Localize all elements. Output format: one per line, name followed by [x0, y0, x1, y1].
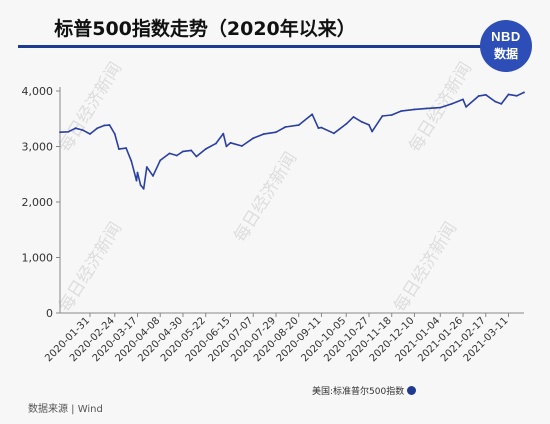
y-tick-label: 0	[46, 307, 53, 320]
nbd-logo: NBD 数据	[480, 20, 532, 72]
data-point	[81, 129, 84, 132]
legend-label: 美国:标准普尔500指数	[312, 387, 405, 397]
data-point	[332, 132, 335, 135]
data-point	[159, 159, 162, 162]
y-tick-label: 1,000	[22, 252, 54, 265]
data-point	[381, 115, 384, 117]
data-point	[113, 133, 116, 135]
data-point	[462, 98, 464, 101]
data-point	[252, 137, 255, 140]
data-point	[89, 133, 91, 135]
y-tick-label: 4,000	[22, 85, 54, 98]
data-point	[425, 107, 428, 110]
data-point	[450, 102, 453, 105]
data-point	[190, 149, 193, 152]
data-point	[118, 148, 120, 150]
data-point	[195, 155, 198, 158]
data-point	[204, 148, 207, 150]
watermark-4: 每日经济新闻	[390, 219, 461, 316]
title-rule	[18, 45, 488, 48]
data-point	[320, 126, 323, 129]
data-point	[484, 93, 487, 96]
data-point	[262, 133, 265, 135]
data-point	[360, 121, 363, 123]
data-point	[96, 127, 99, 130]
data-point	[439, 106, 442, 109]
data-point	[225, 145, 228, 148]
data-point	[182, 150, 184, 153]
data-point	[400, 110, 402, 112]
data-point	[465, 105, 468, 108]
data-point	[103, 124, 106, 127]
data-point	[108, 124, 111, 126]
data-point	[152, 175, 154, 177]
data-point	[494, 100, 496, 103]
logo-text-nbd: NBD	[491, 29, 521, 44]
data-point	[240, 145, 243, 147]
data-point	[145, 166, 148, 168]
x-axis: 2020-01-312020-02-242020-03-172020-04-08…	[43, 312, 524, 364]
data-point	[368, 123, 370, 126]
data-point	[507, 93, 510, 96]
watermark-1: 每日经济新闻	[55, 219, 126, 316]
data-point	[413, 108, 416, 111]
data-point	[175, 154, 178, 157]
data-point	[500, 102, 503, 105]
data-point	[317, 127, 320, 129]
data-point	[297, 124, 300, 127]
data-point	[515, 94, 518, 97]
data-point	[477, 95, 480, 97]
data-point	[135, 179, 138, 182]
series-line-0	[59, 91, 525, 190]
data-point	[130, 159, 133, 162]
y-tick-label: 2,000	[22, 196, 54, 209]
data-point	[371, 130, 373, 133]
data-point	[275, 131, 277, 134]
watermark-0: 每日经济新闻	[55, 59, 126, 156]
data-point	[168, 152, 171, 155]
data-point	[311, 113, 314, 116]
data-point	[139, 184, 142, 186]
data-point	[390, 114, 393, 116]
data-point	[345, 122, 348, 125]
data-point	[136, 171, 139, 174]
y-tick-label: 3,000	[22, 141, 54, 154]
data-point	[142, 187, 145, 190]
data-point	[523, 91, 525, 94]
data-point	[352, 115, 355, 118]
data-point	[215, 142, 217, 145]
legend: 美国:标准普尔500指数	[312, 384, 417, 397]
data-point	[59, 131, 61, 134]
legend-dot	[407, 386, 417, 395]
watermark-2: 每日经济新闻	[230, 149, 301, 246]
data-point	[229, 141, 232, 144]
data-point	[125, 147, 128, 149]
data-point	[67, 130, 70, 133]
series-layer	[59, 91, 525, 190]
data-point	[74, 127, 77, 130]
logo-text-data: 数据	[493, 47, 518, 61]
chart-title: 标普500指数走势（2020年以来）	[54, 18, 356, 40]
y-axis: 0 1,000 2,000 3,000 4,000	[22, 85, 61, 320]
data-point	[222, 132, 225, 135]
source-note: 数据来源 | Wind	[28, 404, 103, 415]
data-point	[284, 126, 287, 128]
